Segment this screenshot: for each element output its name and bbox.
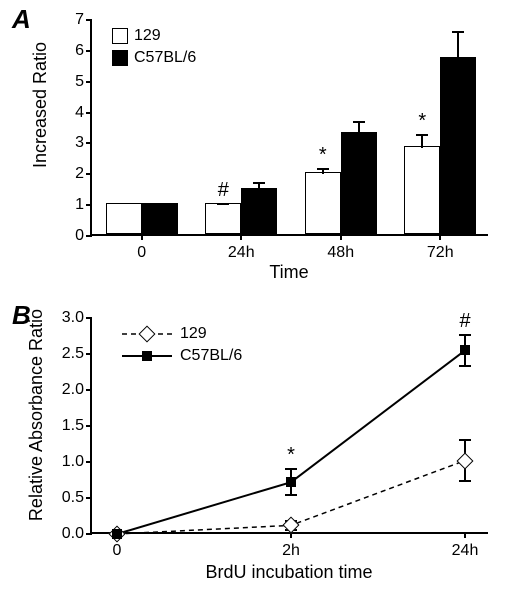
error-cap — [459, 334, 471, 336]
significance-annotation: # — [218, 179, 229, 202]
ytick-label: 2 — [62, 165, 84, 183]
error-bar — [457, 32, 459, 58]
ytick-label: 1 — [62, 196, 84, 214]
error-cap — [317, 168, 329, 170]
bar — [341, 132, 377, 234]
ytick-mark — [86, 19, 92, 21]
bar — [241, 188, 277, 234]
ytick-mark — [86, 389, 92, 391]
error-cap — [253, 182, 265, 184]
xtick-mark — [340, 234, 342, 240]
ytick-mark — [86, 353, 92, 355]
ytick-mark — [86, 235, 92, 237]
ytick-mark — [86, 142, 92, 144]
ytick-label: 2.0 — [50, 381, 84, 399]
ytick-mark — [86, 497, 92, 499]
panel-b: B 0.00.51.01.52.02.53.002h24h*#129C57BL/… — [0, 300, 516, 603]
xtick-mark — [141, 234, 143, 240]
xtick-label: 72h — [427, 244, 454, 262]
legend-marker — [142, 351, 152, 361]
diamond-marker — [457, 452, 474, 469]
xtick-mark — [240, 234, 242, 240]
panel-a-ylabel: Increased Ratio — [30, 15, 51, 195]
ytick-mark — [86, 50, 92, 52]
square-marker — [460, 345, 470, 355]
significance-annotation: * — [418, 110, 426, 133]
panel-a-label: A — [12, 4, 31, 35]
square-marker — [286, 477, 296, 487]
xtick-mark — [439, 234, 441, 240]
xtick-mark — [464, 532, 466, 538]
error-cap — [452, 31, 464, 33]
ytick-mark — [86, 461, 92, 463]
error-cap — [353, 121, 365, 123]
ytick-mark — [86, 425, 92, 427]
panel-a: A 0 1 2 3 4 5 6 7 0 24h #48h * 72h * 129 C57BL/6 Increa… — [0, 0, 516, 300]
ytick-mark — [86, 81, 92, 83]
ytick-label: 0 — [62, 227, 84, 245]
significance-annotation: # — [459, 310, 470, 333]
error-bar — [421, 135, 423, 148]
ytick-label: 4 — [62, 104, 84, 122]
ytick-label: 6 — [62, 42, 84, 60]
square-marker — [112, 529, 122, 539]
panel-a-plot-area: 01234567024h#48h*72h*129C57BL/6 — [90, 20, 488, 236]
error-bar — [258, 183, 260, 190]
legend-label: 129 — [180, 325, 207, 343]
ytick-label: 3.0 — [50, 309, 84, 327]
ytick-label: 5 — [62, 73, 84, 91]
bar — [305, 172, 341, 234]
error-cap — [459, 439, 471, 441]
panel-b-plot-area: 0.00.51.01.52.02.53.002h24h*#129C57BL/6 — [90, 318, 488, 534]
xtick-label: 0 — [137, 244, 146, 262]
bar — [142, 203, 178, 234]
error-cap — [416, 134, 428, 136]
significance-annotation: * — [287, 444, 295, 467]
ytick-mark — [86, 533, 92, 535]
error-cap — [459, 480, 471, 482]
ytick-label: 1.5 — [50, 417, 84, 435]
ytick-label: 0.5 — [50, 489, 84, 507]
figure: A 0 1 2 3 4 5 6 7 0 24h #48h * 72h * 129 C57BL/6 Increa… — [0, 0, 516, 603]
error-cap — [459, 365, 471, 367]
bar — [404, 146, 440, 234]
error-cap — [217, 203, 229, 205]
bar — [440, 57, 476, 234]
ytick-label: 2.5 — [50, 345, 84, 363]
panel-a-xlabel: Time — [90, 262, 488, 283]
series-line — [117, 350, 465, 534]
error-cap — [285, 494, 297, 496]
ytick-mark — [86, 112, 92, 114]
bar — [106, 203, 142, 234]
xtick-label: 24h — [228, 244, 255, 262]
significance-annotation: * — [319, 144, 327, 167]
legend-swatch — [112, 50, 128, 66]
ytick-mark — [86, 204, 92, 206]
ytick-label: 0.0 — [50, 525, 84, 543]
xtick-label: 0 — [113, 542, 122, 560]
ytick-mark — [86, 317, 92, 319]
ytick-label: 7 — [62, 11, 84, 29]
legend-label: C57BL/6 — [134, 49, 196, 67]
ytick-label: 3 — [62, 134, 84, 152]
error-bar — [358, 122, 360, 134]
xtick-label: 2h — [282, 542, 300, 560]
ytick-label: 1.0 — [50, 453, 84, 471]
error-cap — [285, 468, 297, 470]
ytick-mark — [86, 173, 92, 175]
legend-label: C57BL/6 — [180, 347, 242, 365]
panel-b-xlabel: BrdU incubation time — [90, 562, 488, 583]
legend-swatch — [112, 28, 128, 44]
xtick-label: 48h — [327, 244, 354, 262]
panel-b-ylabel: Relative Absorbance Ratio — [26, 300, 47, 530]
legend-label: 129 — [134, 27, 161, 45]
xtick-label: 24h — [452, 542, 479, 560]
bar — [205, 203, 241, 234]
